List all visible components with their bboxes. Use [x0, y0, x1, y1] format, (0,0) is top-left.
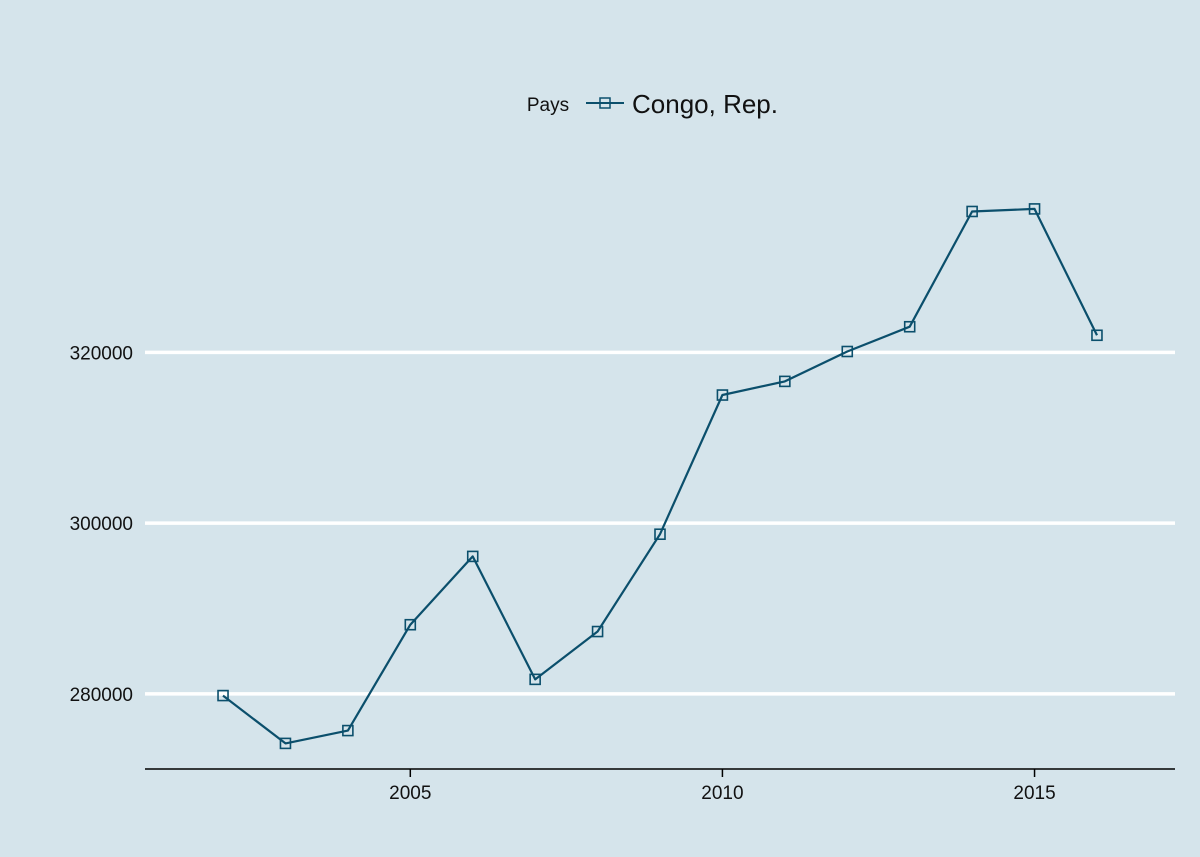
- data-point-2010: [716, 389, 729, 401]
- data-point-2008: [591, 625, 604, 638]
- data-point-2002: [217, 689, 229, 702]
- data-point-2015: [1028, 203, 1041, 215]
- series-layer: [217, 203, 1103, 750]
- x-axis-ticks: 2005 2010 2015: [389, 769, 1056, 804]
- legend: Pays Congo, Rep.: [527, 89, 778, 119]
- legend-entry-congo-rep: Congo, Rep.: [632, 89, 778, 119]
- y-tick-label-0: 280000: [70, 685, 133, 706]
- y-axis-tick-labels: 280000 300000 320000: [70, 343, 133, 706]
- data-point-2012: [841, 345, 854, 358]
- data-point-2003: [279, 737, 292, 750]
- legend-title: Pays: [527, 95, 569, 116]
- data-point-2007: [529, 673, 541, 686]
- series-line-0: [222, 207, 1098, 745]
- legend-marker-swatch: [599, 97, 611, 109]
- data-point-2005: [404, 618, 417, 631]
- gridlines: [145, 350, 1175, 696]
- data-point-2014: [966, 205, 978, 218]
- x-tick-label-0: 2005: [389, 783, 431, 804]
- data-point-2013: [903, 320, 916, 333]
- x-tick-label-2: 2015: [1013, 783, 1055, 804]
- x-tick-label-1: 2010: [701, 783, 743, 804]
- y-tick-label-2: 320000: [70, 343, 133, 364]
- data-point-2006: [466, 550, 479, 563]
- data-point-2016: [1091, 329, 1103, 342]
- data-point-2004: [342, 724, 354, 737]
- y-tick-label-1: 300000: [70, 514, 133, 535]
- data-point-2011: [779, 375, 791, 388]
- data-point-2009: [654, 528, 666, 541]
